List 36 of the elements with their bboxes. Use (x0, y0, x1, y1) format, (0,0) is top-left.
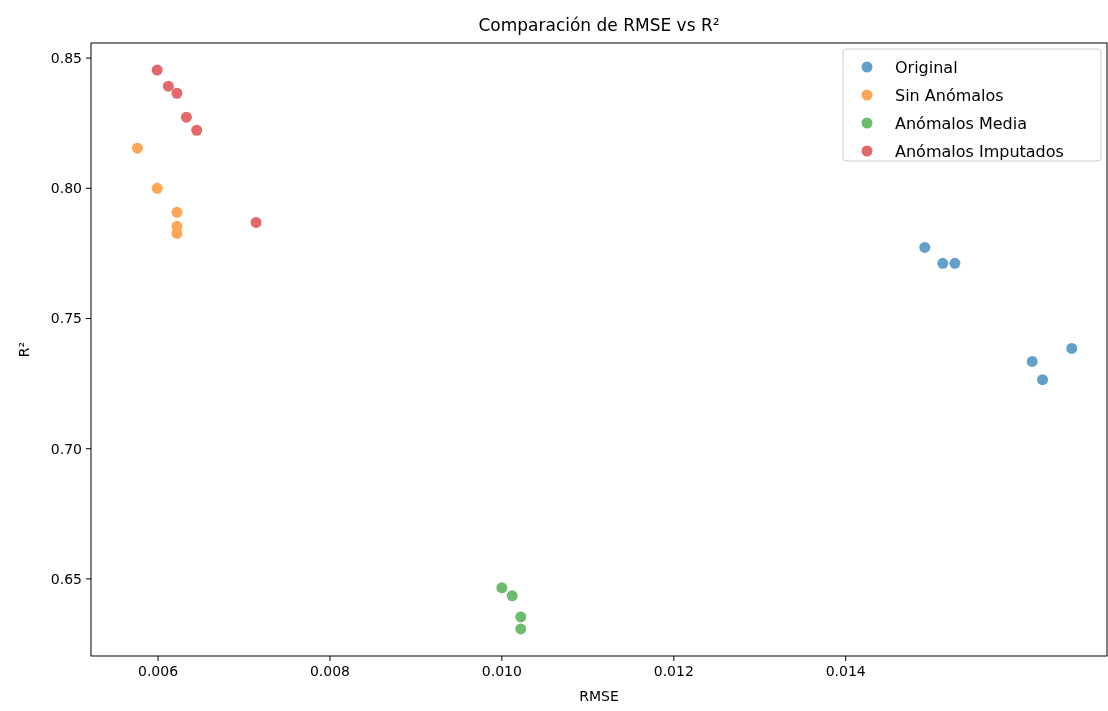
point (151, 182, 163, 194)
point (515, 611, 527, 623)
y-tick-label: 0.80 (50, 180, 82, 197)
y-tick-label: 0.70 (50, 440, 82, 457)
point (506, 590, 518, 602)
point (919, 241, 931, 253)
point (171, 87, 183, 99)
point (1066, 342, 1078, 354)
legend-label: Original (895, 57, 958, 77)
point (1037, 374, 1049, 386)
x-tick-label: 0.008 (309, 663, 350, 679)
y-axis-title: R² (16, 341, 32, 358)
x-tick-label: 0.012 (653, 663, 694, 679)
x-axis-title: RMSE (579, 688, 619, 704)
x-tick-label: 0.010 (481, 663, 522, 679)
point (151, 64, 163, 76)
point (949, 257, 961, 269)
point (131, 142, 143, 154)
point (180, 111, 192, 123)
point (937, 257, 949, 269)
x-tick-label: 0.014 (825, 663, 866, 679)
y-tick-label: 0.75 (50, 310, 82, 327)
point (191, 124, 203, 136)
legend-label: Sin Anómalos (895, 85, 1004, 105)
y-tick-label: 0.65 (50, 570, 82, 587)
y-tick-label: 0.85 (50, 50, 82, 66)
chart-title: Comparación de RMSE vs R² (478, 15, 720, 35)
point (1026, 355, 1038, 367)
legend-label: Anómalos Imputados (895, 141, 1064, 161)
x-tick-label: 0.006 (138, 663, 179, 679)
point (496, 582, 508, 594)
point (250, 216, 262, 228)
point (171, 206, 183, 218)
point (162, 80, 174, 92)
legend-label: Anómalos Media (895, 113, 1027, 133)
point (515, 623, 527, 635)
